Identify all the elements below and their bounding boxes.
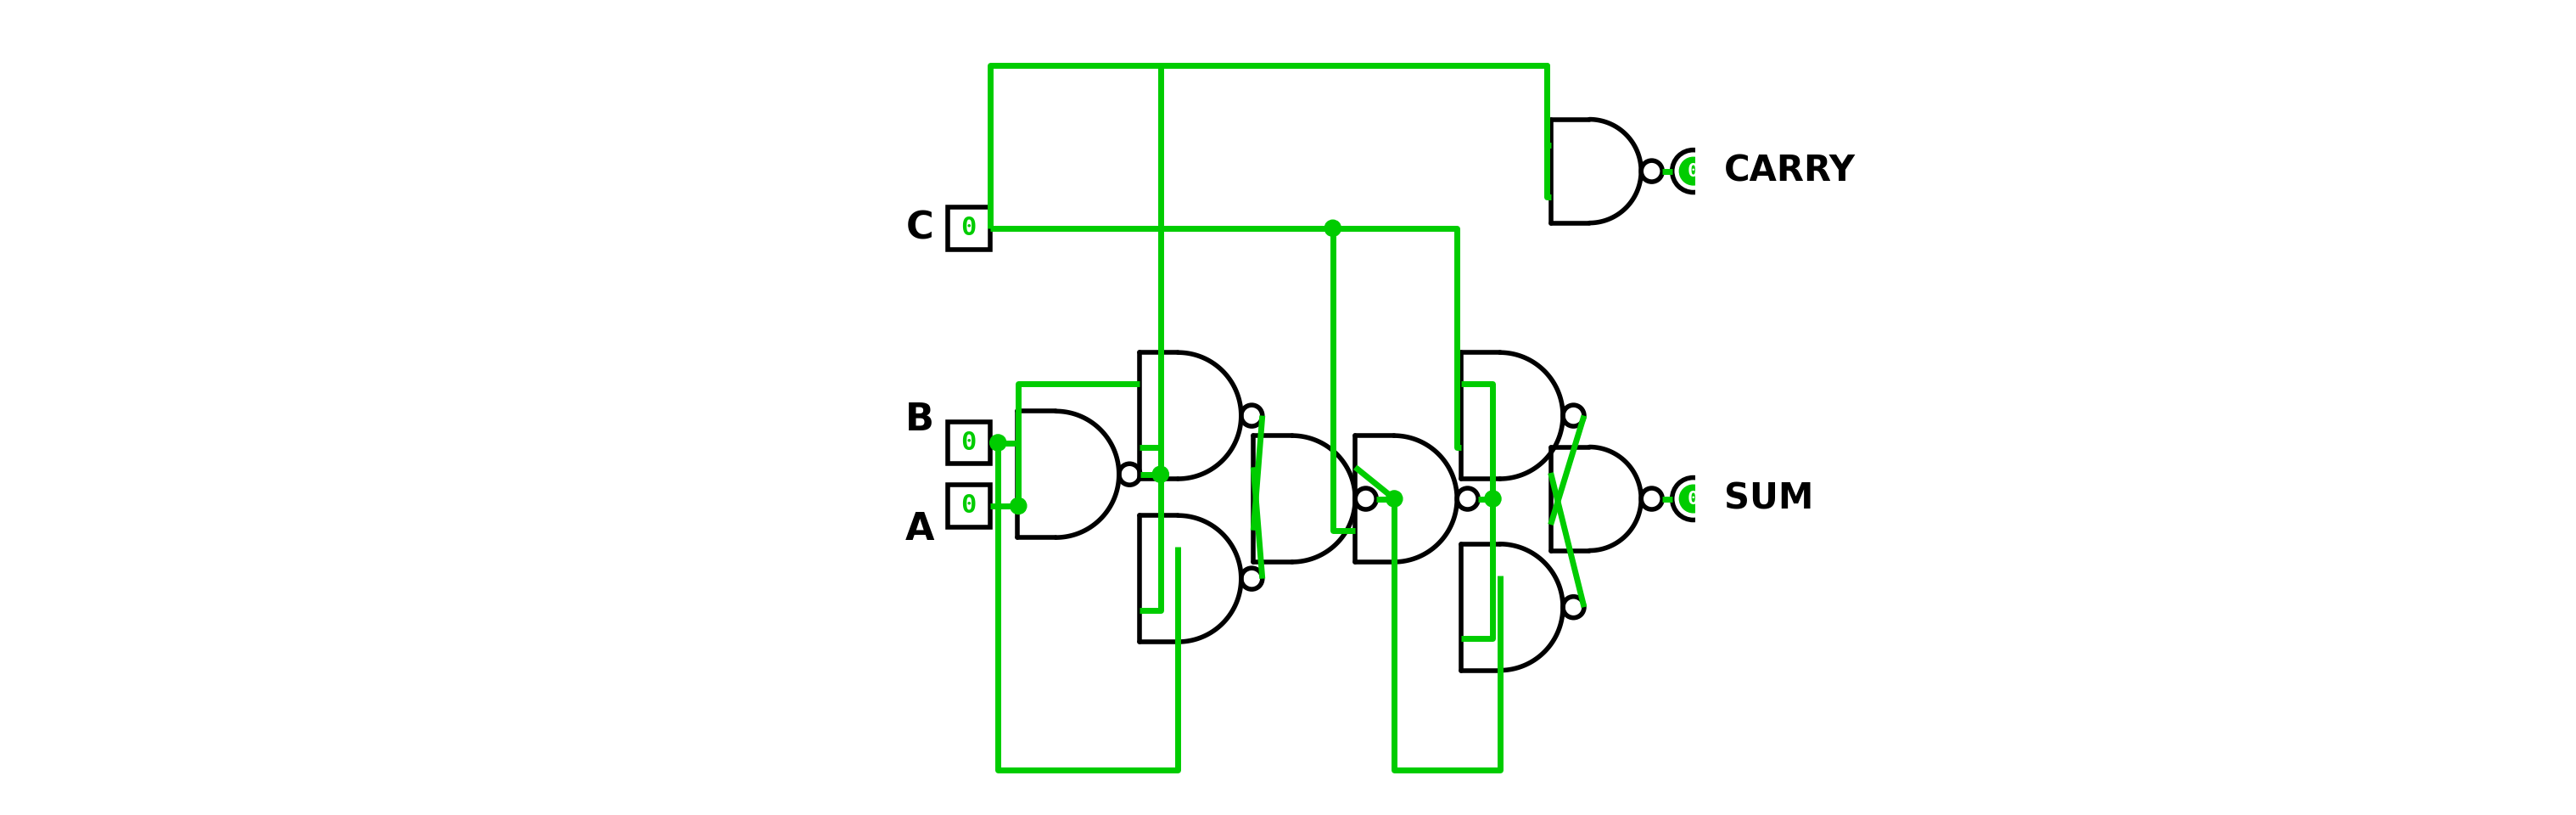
Text: C: C: [907, 210, 933, 246]
Text: 0: 0: [1687, 163, 1700, 179]
Bar: [948, 485, 989, 527]
Text: 0: 0: [1687, 491, 1700, 507]
Text: 0: 0: [961, 216, 976, 240]
Text: B: B: [904, 402, 935, 438]
Bar: [948, 421, 989, 464]
Circle shape: [989, 434, 1007, 451]
Text: 0: 0: [961, 494, 976, 518]
Circle shape: [1484, 491, 1502, 507]
Circle shape: [1151, 466, 1170, 482]
Text: CARRY: CARRY: [1723, 153, 1855, 189]
Text: SUM: SUM: [1723, 481, 1814, 517]
Circle shape: [1010, 498, 1025, 514]
Circle shape: [1386, 491, 1401, 507]
Text: A: A: [904, 512, 935, 548]
Circle shape: [1680, 485, 1708, 513]
Text: 0: 0: [961, 430, 976, 455]
Circle shape: [1680, 157, 1708, 185]
Circle shape: [1324, 220, 1342, 236]
Bar: [948, 207, 989, 249]
